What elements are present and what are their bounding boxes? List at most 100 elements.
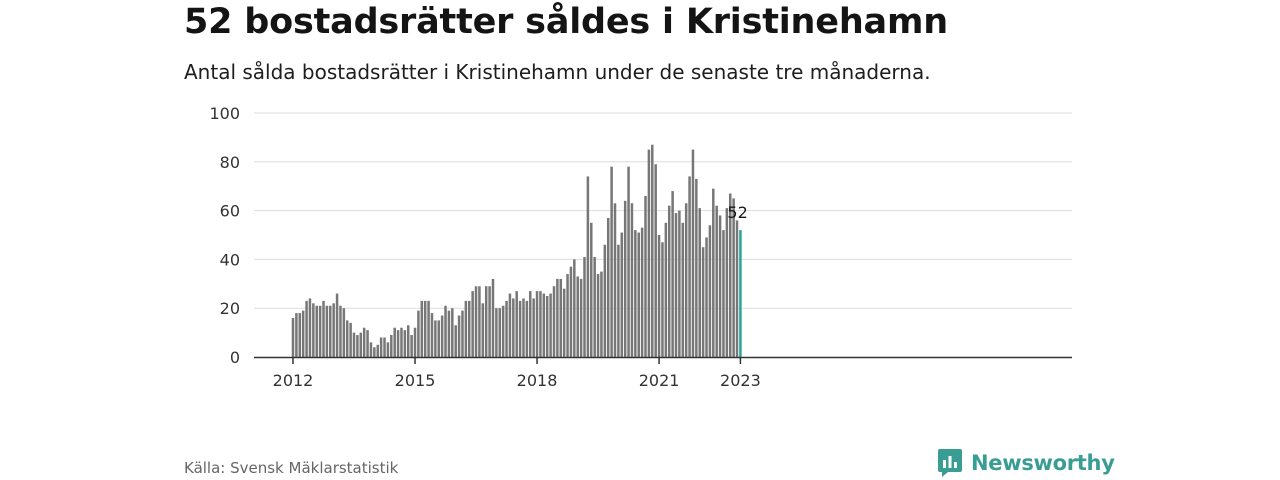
bar [471,291,474,357]
annotations: 52 [727,203,747,222]
bar [566,274,569,357]
bar [318,305,322,357]
bar [569,266,573,357]
bar [451,308,454,357]
bar [661,242,664,357]
bar [420,300,424,357]
bar [681,222,685,357]
bar [637,232,640,357]
bar [623,200,627,357]
bar [729,193,732,357]
bar [332,303,335,357]
bar [590,222,593,357]
y-tick-label: 40 [220,250,240,269]
bar [701,247,705,357]
y-axis-ticks: 0 20 40 60 80 100 [209,104,240,367]
y-tick-label: 100 [209,104,240,123]
bar [308,298,312,357]
bar [444,305,447,357]
bar [488,286,491,357]
bar [606,217,610,357]
bar [406,325,410,357]
bar [545,296,549,357]
bar [491,278,495,357]
bar [674,213,678,357]
bar [539,291,542,357]
bar [461,310,464,357]
bar [434,320,437,357]
bar [352,332,356,357]
bar [634,230,637,357]
bar [423,300,427,357]
bar [725,208,729,357]
bar [715,205,718,357]
bar [688,176,691,357]
bar [712,188,715,357]
y-tick-label: 20 [220,299,240,318]
y-tick-label: 0 [230,348,240,367]
bar [529,291,532,357]
bar [651,144,654,357]
bar [532,298,535,357]
bar [305,300,308,357]
bar [732,198,735,357]
bar [559,278,563,357]
bar [383,337,386,357]
bar [349,322,352,357]
chart-subtitle: Antal sålda bostadsrätter i Kristinehamn… [184,60,931,84]
bar [708,225,712,357]
bar [657,235,661,357]
bar [573,259,576,357]
bar [508,293,512,357]
bar [430,313,434,357]
bar [329,305,332,357]
bar [345,320,349,357]
bar [654,164,657,357]
bar [386,342,390,357]
bar [339,305,342,357]
newsworthy-logo-icon [938,449,962,477]
bar [474,286,478,357]
bar [501,305,505,357]
y-tick-label: 80 [220,153,240,172]
bar [298,313,302,357]
bar [369,342,373,357]
bar [627,166,630,357]
bar [505,300,508,357]
bar [373,347,376,357]
bar [718,215,722,357]
bar [410,335,413,357]
bar [457,315,461,357]
bar [440,315,444,357]
bar [379,337,383,357]
bar [400,327,403,357]
bar [667,205,671,357]
bar [413,327,417,357]
bar [583,256,586,357]
bar [644,195,647,357]
bar [356,335,359,357]
bar [613,203,617,357]
bar [454,325,457,357]
bar [695,178,698,357]
x-axis-ticks: 2012 2015 2018 2021 2023 [273,357,761,390]
bar [315,305,318,357]
bar [427,300,430,357]
bar [664,222,668,357]
bar [515,291,518,357]
x-tick-label: 2012 [273,371,314,390]
bar [437,320,440,357]
bar [390,335,393,357]
bar [678,210,681,357]
bar [464,300,468,357]
bar [322,300,325,357]
bar [512,298,515,357]
bar [620,232,624,357]
annotation-label: 52 [727,203,747,222]
bar [403,330,407,357]
bar [576,276,579,357]
bar [447,310,451,357]
bar [498,308,502,357]
y-tick-label: 60 [220,202,240,221]
